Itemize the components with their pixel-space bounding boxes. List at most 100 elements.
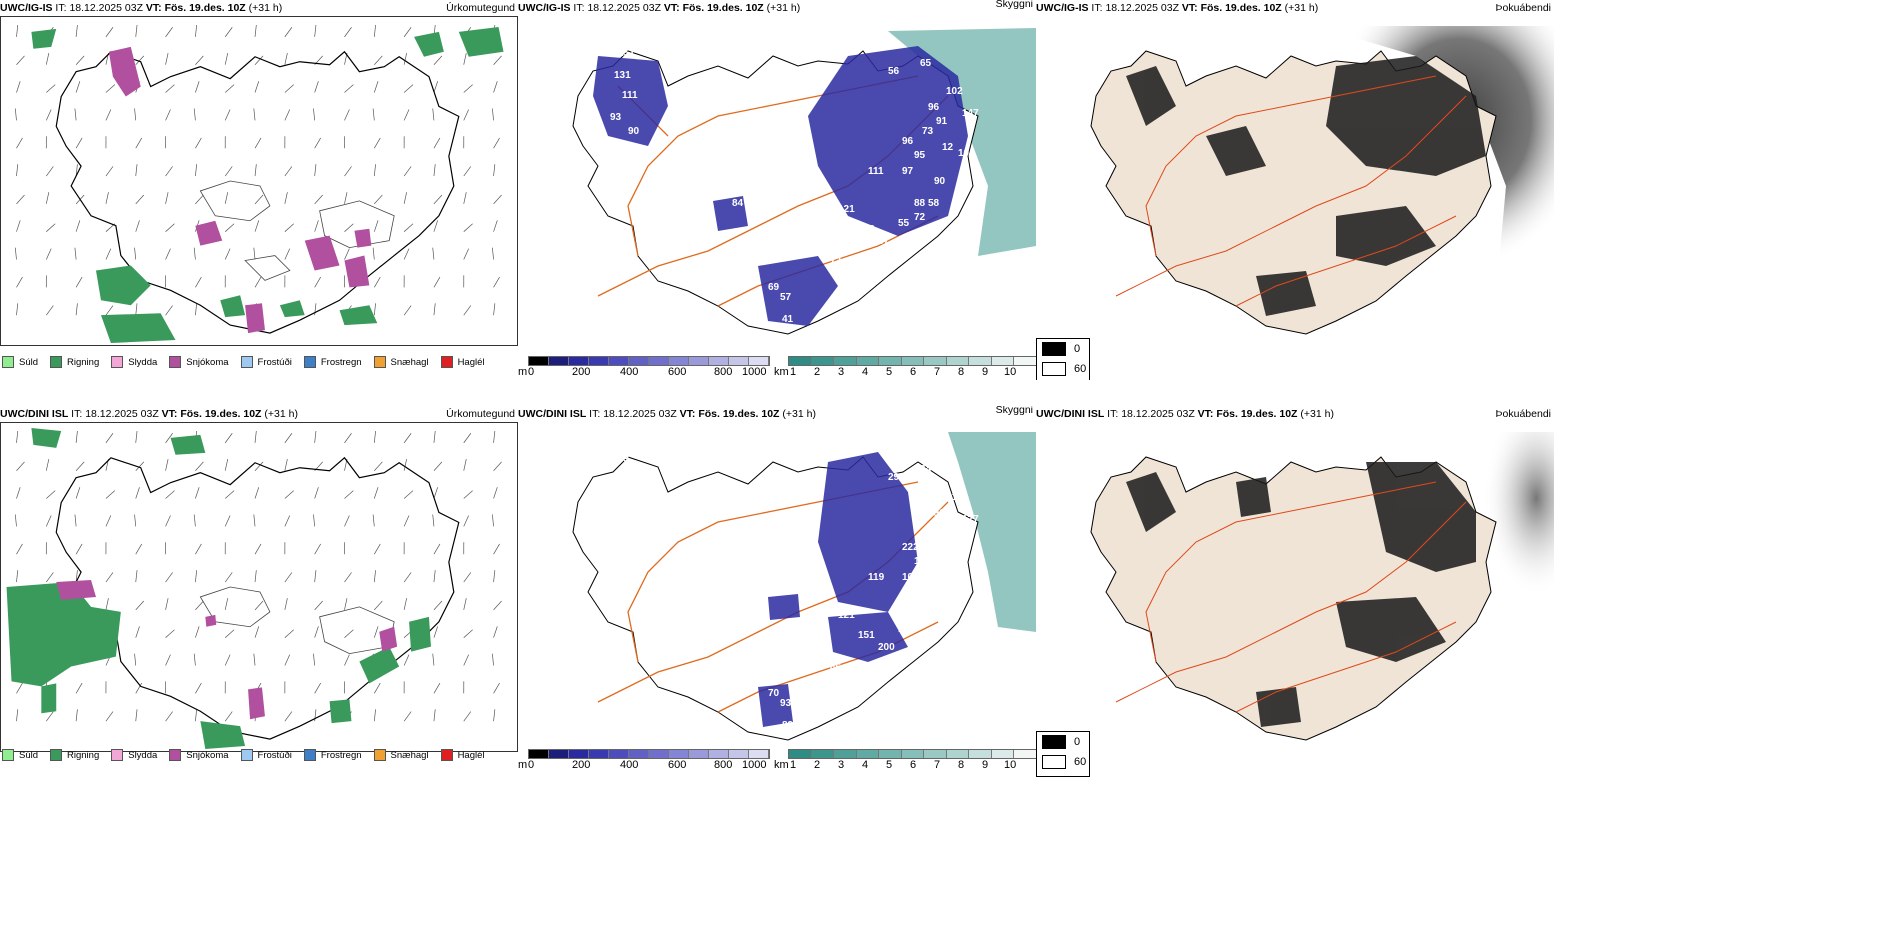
wind-barb bbox=[463, 629, 473, 638]
colorbar-swatch bbox=[529, 750, 549, 758]
cloud-base-colorbar: m 0 200 400 600 800 1000 bbox=[518, 356, 770, 380]
colorbar-swatch bbox=[879, 357, 902, 365]
wind-barb bbox=[254, 55, 264, 65]
wind-barb bbox=[344, 248, 350, 260]
visibility-panel-1: UWC/IG-IS IT: 18.12.2025 03Z VT: Fös. 19… bbox=[518, 0, 1036, 380]
cloud-base-value: 86 bbox=[830, 662, 842, 673]
wind-barb bbox=[463, 458, 467, 471]
wind-barb bbox=[463, 654, 469, 666]
wind-barb bbox=[46, 305, 54, 316]
wind-barb bbox=[344, 84, 354, 93]
wind-barb bbox=[195, 276, 202, 288]
wind-barb bbox=[314, 600, 323, 611]
fog-legend-low: 0 bbox=[1074, 736, 1081, 748]
wind-barb bbox=[463, 598, 467, 610]
cloud-base-value: 132 bbox=[858, 224, 875, 235]
wind-barb bbox=[16, 682, 23, 694]
wind-barb bbox=[195, 709, 198, 722]
wind-barb bbox=[493, 600, 502, 611]
cloud-base-value: 70 bbox=[768, 688, 780, 699]
wind-barb bbox=[344, 490, 354, 499]
wind-barb bbox=[135, 461, 145, 471]
wind-barb bbox=[46, 572, 54, 583]
wind-barb bbox=[314, 24, 317, 37]
cloud-base-bar bbox=[528, 749, 770, 759]
colorbar-swatch bbox=[834, 357, 857, 365]
colorbar-tick: 3 bbox=[838, 366, 845, 378]
cloud-base-value: 73 bbox=[922, 126, 934, 137]
wind-barb bbox=[493, 487, 498, 499]
wind-barb bbox=[373, 570, 376, 583]
panel-header: UWC/IG-IS IT: 18.12.2025 03Z VT: Fös. 19… bbox=[0, 2, 283, 14]
wind-barb bbox=[165, 654, 171, 666]
cloud-base-value: 117 bbox=[878, 664, 895, 675]
wind-barb bbox=[463, 490, 473, 499]
wind-barb bbox=[165, 248, 171, 260]
wind-barb bbox=[75, 570, 78, 583]
colorbar-swatch bbox=[649, 750, 669, 758]
wind-barb bbox=[224, 27, 233, 38]
cloud-base-value: 68 bbox=[614, 476, 626, 487]
wind-barb bbox=[493, 220, 498, 232]
cloud-base-value: 105 bbox=[748, 208, 765, 219]
wind-barb bbox=[463, 192, 467, 204]
wind-barb bbox=[432, 653, 435, 666]
wind-barb bbox=[344, 27, 352, 38]
wind-barb bbox=[135, 709, 138, 722]
wind-barb bbox=[45, 192, 50, 204]
cloud-base-value: 151 bbox=[858, 630, 875, 641]
wind-barb bbox=[284, 192, 288, 204]
cloud-base-value: 104 bbox=[958, 148, 975, 159]
wind-barb bbox=[16, 276, 23, 288]
colorbar-swatch bbox=[946, 750, 970, 758]
wind-barb bbox=[372, 108, 375, 121]
wind-barb bbox=[254, 81, 260, 93]
colorbar-swatch bbox=[901, 357, 925, 365]
cloud-base-value: 63 bbox=[618, 454, 630, 465]
wind-barb bbox=[403, 84, 414, 93]
wind-barb bbox=[284, 248, 291, 260]
wind-barb bbox=[105, 711, 114, 722]
colorbar-swatch bbox=[834, 750, 857, 758]
wind-barb bbox=[493, 276, 500, 288]
wind-barb bbox=[493, 570, 496, 583]
wind-barb bbox=[165, 629, 175, 638]
panel-title: Úrkomutegund bbox=[446, 408, 515, 420]
wind-barb bbox=[224, 598, 229, 610]
wind-barb bbox=[373, 487, 379, 499]
wind-barb bbox=[403, 515, 410, 527]
cloud-base-value: 119 bbox=[868, 572, 885, 583]
colorbar-tick: 1000 bbox=[742, 759, 767, 771]
panel-header: UWC/IG-IS IT: 18.12.2025 03Z VT: Fös. 19… bbox=[518, 2, 801, 14]
fog-legend-high: 60 bbox=[1074, 756, 1087, 768]
cloud-base-value: 196 bbox=[928, 508, 945, 519]
wind-barb bbox=[135, 303, 138, 316]
wind-barb bbox=[45, 515, 52, 527]
wind-barb bbox=[165, 27, 173, 38]
wind-barb bbox=[105, 248, 112, 260]
colorbar-swatch bbox=[729, 750, 749, 758]
wind-barb bbox=[373, 543, 381, 555]
wind-barb bbox=[344, 654, 350, 666]
wind-barb bbox=[254, 461, 264, 471]
wind-barb bbox=[433, 709, 436, 722]
wind-barb bbox=[16, 81, 21, 93]
wind-barb bbox=[135, 600, 145, 611]
wind-barb bbox=[373, 24, 376, 37]
wind-barb bbox=[284, 433, 293, 444]
wind-barb bbox=[165, 598, 169, 610]
colorbar-swatch bbox=[811, 357, 835, 365]
colorbar-swatch bbox=[991, 357, 1015, 365]
wind-barb bbox=[463, 711, 472, 722]
wind-barb bbox=[254, 137, 262, 149]
wind-barb bbox=[374, 461, 383, 471]
wind-barb bbox=[195, 164, 198, 177]
wind-barb bbox=[314, 220, 319, 232]
wind-barb bbox=[463, 52, 467, 65]
legend-item-slydda: Slydda bbox=[111, 356, 157, 368]
wind-barb bbox=[373, 709, 376, 722]
fog-legend: 0 60 bbox=[1036, 338, 1090, 380]
colorbar-unit: km bbox=[774, 759, 789, 771]
cloud-base-value: 141 bbox=[914, 556, 931, 567]
wind-barb bbox=[372, 247, 375, 260]
